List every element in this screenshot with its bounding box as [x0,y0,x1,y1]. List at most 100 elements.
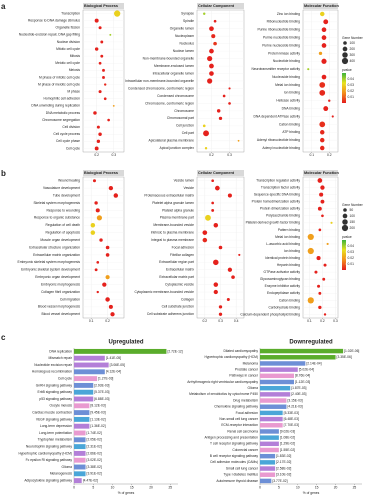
x-tick-label: 15 [130,485,134,489]
dot [227,267,233,272]
legend-dot [342,219,348,225]
dot [320,145,325,151]
pvalue-label: [3.10E-02] [276,473,291,477]
category-label: DNA metabolic process [46,111,81,115]
category-label: Melanogenesis [50,472,73,476]
dot [207,78,213,84]
category-label: Cell cycle [66,146,80,150]
facet-title: Biological Process [84,4,118,8]
dot [112,104,115,107]
category-label: Membrane-bounded vesicle [153,223,194,227]
legend-dot [342,46,348,52]
category-label: Enzyme inhibitor activity [265,284,301,288]
dot [319,192,324,197]
bar [74,369,105,375]
category-label: Membrane-enclosed lumen [154,64,194,68]
category-label: Platelet alpha granule lumen [152,201,194,205]
category-label: ErbB signaling pathway [38,390,73,394]
category-label: VEGF signaling pathway [36,417,72,421]
category-label: Cation binding [279,122,300,126]
category-label: Nucleotide-excision repair, DNA gap fill… [19,33,80,37]
category-label: Purine ribonucleotide binding [257,28,300,32]
dot [213,289,218,295]
bar [74,437,86,443]
panel-label: a [1,2,6,11]
bar [260,398,287,403]
dot [326,242,329,246]
category-label: Tube development [53,193,80,197]
category-label: Blood vessel development [42,312,81,316]
pvalue-label: [3.06E-05] [110,363,125,367]
legend-dot [341,57,349,65]
category-label: Homologous recombination [32,370,72,374]
pvalue-label: [1.02E-06] [344,349,359,353]
legend-title: Gene Number [342,36,364,40]
category-label: Cardiac muscle contraction [32,410,72,414]
x-tick-label: 0.4 [234,319,239,323]
category-label: Helicase activity [276,99,300,103]
category-label: Protein kinase activity [268,51,300,55]
dot [113,193,119,198]
chart-title: Upregulated [108,340,143,346]
bar [260,373,294,379]
category-label: Muscle organ development [40,238,80,242]
bar [74,430,86,436]
category-label: Mitotic cell cycle [56,47,80,51]
category-label: L-ascorbic acid binding [266,242,300,246]
pvalue-label: [6.48E-03] [284,417,299,421]
pvalue-label: [3.91E-02] [87,472,102,476]
legend-label: 300 [350,53,356,57]
legend-label: 100 [350,214,356,218]
category-label: Cell cycle [58,376,72,380]
category-label: Meiotic cell cycle [55,61,80,65]
category-label: Drug metabolism [233,398,258,402]
pvalue-label: [2.72E-12] [167,349,182,353]
category-label: Purine nucleotide binding [263,35,300,39]
dot [98,61,102,65]
category-label: Transcription factor activity [261,185,300,189]
x-tick-label: 0.2 [94,153,99,157]
category-label: Chromosome [174,109,194,113]
category-label: Focal adhesion [172,245,195,249]
x-tick-label: 25 [353,485,357,489]
category-label: Antigen processing and presentation [204,436,258,440]
category-label: Homophilic cell adhesion [44,97,81,101]
x-tick-label: 0 [259,485,261,489]
category-label: Protein homodimerization activity [252,200,301,204]
dot [321,58,327,64]
category-label: Nucleotide excision repair [34,363,73,367]
dot [222,94,226,98]
dot [99,238,103,242]
category-label: Prostate cancer [235,368,259,372]
category-label: Adenyl nucleotide binding [262,146,300,150]
bar [260,355,336,360]
bar [260,435,279,440]
category-label: Non-small cell lung cancer [219,417,259,421]
category-label: Adenyl ribonucleotide binding [257,138,300,142]
dot [203,130,209,137]
category-label: Intracellular organelle lumen [153,71,195,75]
legend-title: pvalue [342,235,352,239]
category-label: Vasculature development [43,186,80,190]
category-label: DNA unwinding during replication [31,104,80,108]
category-label: Chemokine signaling pathway [214,405,258,409]
category-label: Skeletal system morphogenesis [33,201,80,205]
bar [74,410,90,416]
dot [203,12,206,15]
category-label: Regulation of apoptosis [46,231,81,235]
legend-label: 100 [350,41,356,45]
dot [102,282,107,287]
facet-title: Cellular Component [198,4,235,8]
dot [316,256,321,261]
category-label: Fibrillar collagen [170,253,194,257]
bar [260,348,344,354]
category-label: ECM-receptor interaction [221,423,258,427]
dot [98,132,102,136]
bar [260,416,283,422]
dot [228,87,231,90]
dot [317,284,321,288]
category-label: Cell cycle process [53,132,80,136]
dot [95,208,100,213]
pvalue-label: [1.36E-02] [90,424,105,428]
bar [260,429,279,434]
